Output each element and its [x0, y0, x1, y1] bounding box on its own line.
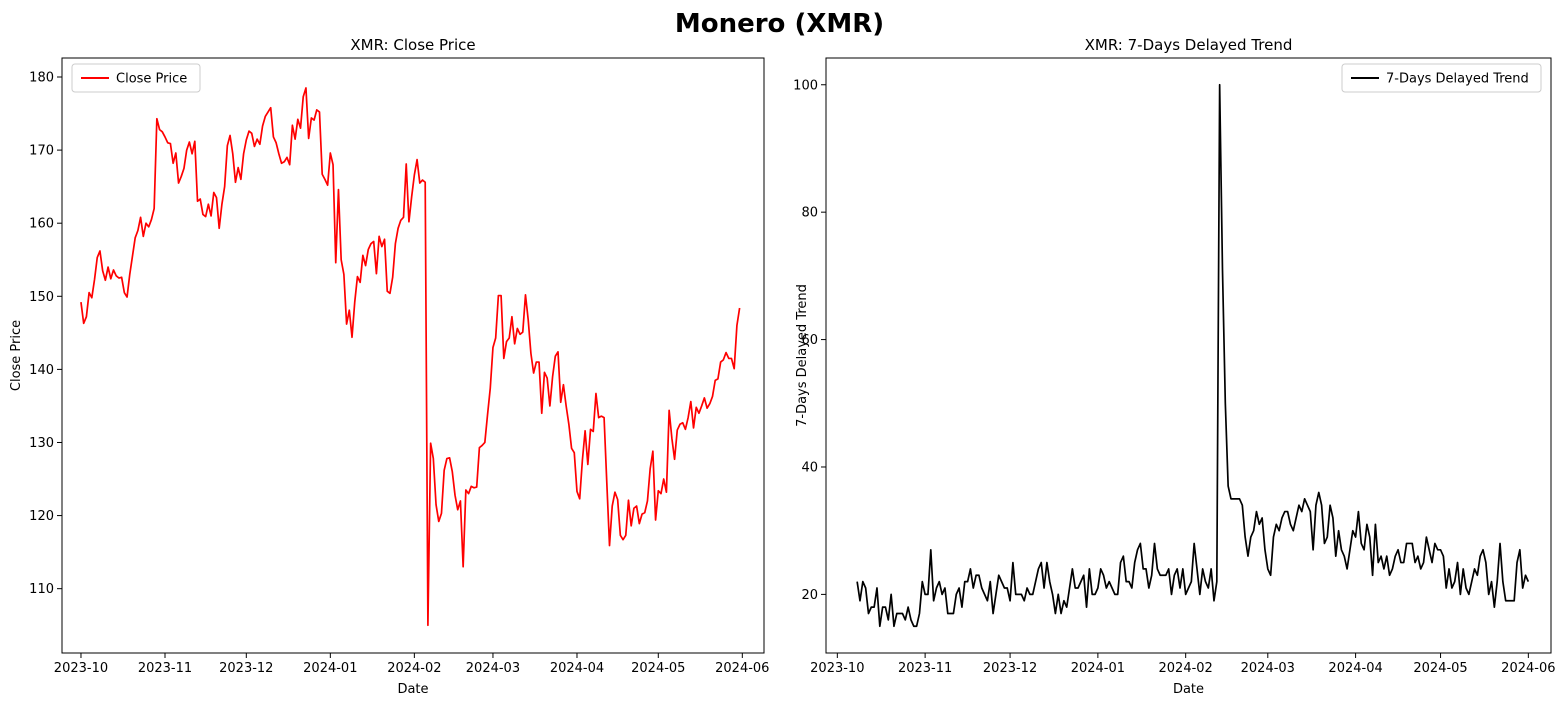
- x-tick-label: 2023-10: [810, 661, 864, 676]
- x-tick-label: 2024-04: [550, 661, 604, 676]
- axes-frame: [61, 57, 765, 654]
- x-tick-label: 2024-05: [1413, 661, 1467, 676]
- x-tick-label: 2023-12: [983, 661, 1037, 676]
- legend-box: [71, 63, 201, 93]
- x-axis-label: Date: [397, 682, 428, 697]
- x-tick-label: 2023-10: [54, 661, 108, 676]
- x-tick-label: 2023-11: [898, 661, 952, 676]
- series-line: [856, 83, 1530, 628]
- legend: Close Price: [71, 63, 201, 93]
- y-tick-label: 110: [29, 582, 54, 597]
- axes-frame: [825, 57, 1552, 654]
- x-tick-label: 2024-05: [631, 661, 685, 676]
- close-price-panel: XMR: Close Price 2023-10 2023-11 2023-12 202…: [9, 36, 769, 697]
- x-axis-label: Date: [1173, 682, 1204, 697]
- y-tick-label: 130: [29, 436, 54, 451]
- y-tick-label: 160: [29, 217, 54, 232]
- y-axis-label: 7-Days Delayed Trend: [795, 284, 810, 427]
- y-tick-label: 150: [29, 290, 54, 305]
- x-tick-label: 2024-02: [387, 661, 441, 676]
- y-tick-label: 80: [801, 206, 818, 221]
- figure-title: Monero (XMR): [675, 9, 884, 39]
- y-tick-label: 120: [29, 509, 54, 524]
- x-tick-label: 2023-11: [138, 661, 192, 676]
- y-tick-label: 100: [793, 78, 818, 93]
- y-tick-label: 170: [29, 144, 54, 159]
- legend-label: 7-Days Delayed Trend: [1386, 72, 1529, 87]
- chart-title: XMR: 7-Days Delayed Trend: [1085, 36, 1293, 54]
- legend: 7-Days Delayed Trend: [1341, 63, 1542, 93]
- y-tick-label: 140: [29, 363, 54, 378]
- x-tick-label: 2024-03: [466, 661, 520, 676]
- series-line: [80, 87, 741, 627]
- x-tick-label: 2024-06: [1501, 661, 1555, 676]
- y-axis-label: Close Price: [9, 320, 24, 391]
- x-tick-label: 2024-01: [1071, 661, 1125, 676]
- y-tick-label: 60: [801, 333, 818, 348]
- y-tick-label: 40: [801, 460, 818, 475]
- legend-box: [1341, 63, 1542, 93]
- y-tick-label: 20: [801, 588, 818, 603]
- x-tick-label: 2024-01: [303, 661, 357, 676]
- x-tick-label: 2023-12: [219, 661, 273, 676]
- x-tick-label: 2024-06: [715, 661, 769, 676]
- x-tick-label: 2024-02: [1159, 661, 1213, 676]
- delayed-trend-panel: XMR: 7-Days Delayed Trend 2023-10 2023-11 2…: [793, 36, 1555, 697]
- x-tick-label: 2024-03: [1241, 661, 1295, 676]
- y-tick-label: 180: [29, 71, 54, 86]
- chart-title: XMR: Close Price: [350, 36, 475, 54]
- legend-label: Close Price: [116, 72, 187, 87]
- x-tick-label: 2024-04: [1328, 661, 1382, 676]
